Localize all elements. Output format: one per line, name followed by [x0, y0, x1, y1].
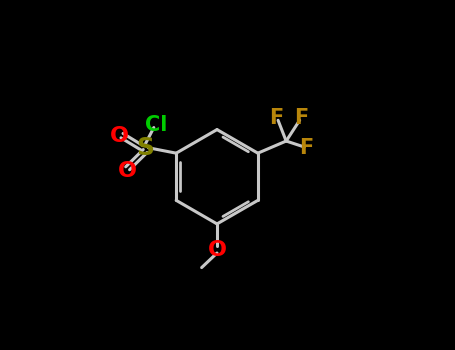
Text: O: O — [118, 161, 137, 181]
Text: F: F — [270, 108, 284, 128]
Text: F: F — [294, 108, 308, 128]
Text: O: O — [110, 126, 129, 146]
Text: S: S — [136, 136, 154, 160]
Text: O: O — [207, 239, 227, 259]
Text: F: F — [299, 138, 313, 158]
Text: Cl: Cl — [145, 115, 167, 135]
